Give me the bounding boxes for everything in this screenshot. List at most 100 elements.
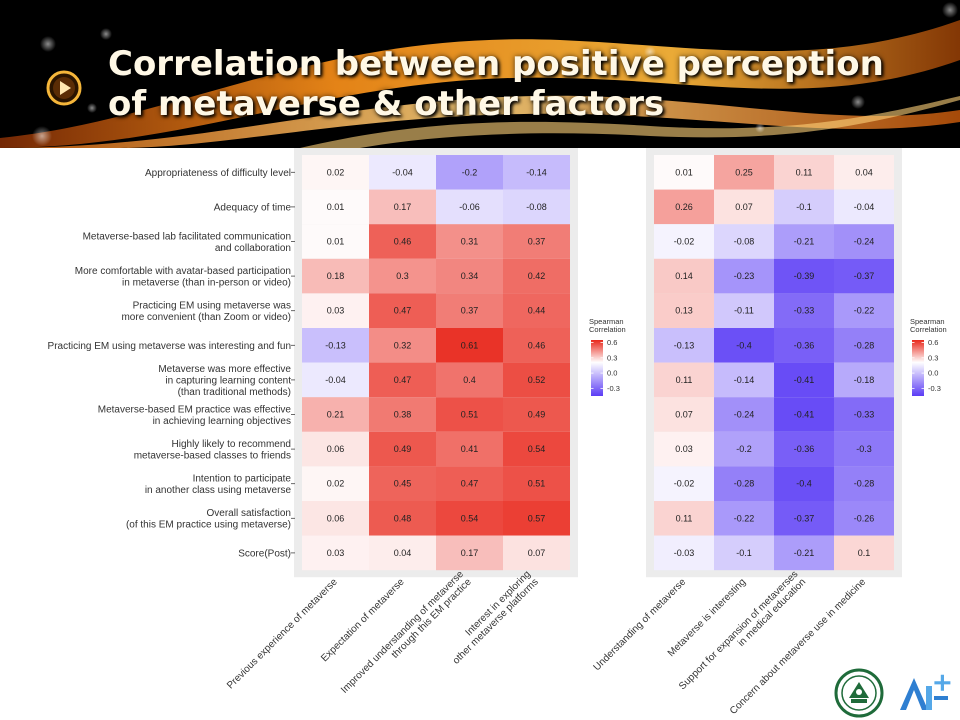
heatmap-cell — [714, 362, 774, 398]
cell-value-label: 0.47 — [394, 375, 412, 385]
cell-value-label: -0.08 — [526, 202, 547, 212]
cell-value-label: -0.33 — [854, 410, 875, 420]
heatmap-cell — [369, 189, 436, 225]
heatmap-cell — [436, 258, 503, 294]
heatmap-cell — [654, 362, 714, 398]
heatmap-cell — [302, 535, 369, 571]
heatmap-cell — [436, 189, 503, 225]
cell-value-label: 0.1 — [858, 548, 871, 558]
heatmap-cell — [436, 362, 503, 398]
cell-value-label: 0.45 — [394, 479, 412, 489]
heatmap-cell — [503, 224, 570, 259]
heatmap-cell — [774, 328, 834, 363]
cell-value-label: 0.07 — [675, 410, 693, 420]
cell-value-label: 0.51 — [461, 410, 479, 420]
cell-value-label: -0.08 — [734, 237, 755, 247]
heatmap-cells: 0.02 -0.04 -0.2 -0.14 0.01 0.17 -0.06 -0.08 0.01… — [302, 155, 894, 571]
heatmap-cell — [774, 362, 834, 398]
heatmap-cell — [436, 224, 503, 259]
legend-tick-label: 0.0 — [928, 369, 938, 378]
heatmap-cell — [503, 535, 570, 571]
row-label-line: (of this EM practice using metaverse) — [126, 520, 291, 531]
cell-value-label: 0.37 — [461, 306, 479, 316]
row-label-line: Metaverse-based lab facilitated communic… — [83, 231, 291, 242]
cell-value-label: -0.21 — [794, 548, 815, 558]
cell-value-label: -0.28 — [734, 479, 755, 489]
column-label-line: in medical education — [736, 577, 808, 649]
heatmap-cell — [369, 328, 436, 363]
heatmap-cell — [774, 155, 834, 190]
heatmap-cell — [714, 466, 774, 501]
cell-value-label: -0.26 — [854, 513, 875, 523]
cell-value-label: 0.01 — [327, 202, 345, 212]
cell-value-label: -0.28 — [854, 479, 875, 489]
legends: SpearmanCorrelation0.60.30.0-0.3Spearman… — [589, 317, 947, 396]
heatmap-cell — [714, 431, 774, 467]
row-label-line: Practicing EM using metaverse was intere… — [48, 341, 291, 352]
heatmap-cell — [834, 293, 894, 328]
heatmap-cell — [302, 431, 369, 467]
cell-value-label: 0.44 — [528, 306, 546, 316]
cell-value-label: 0.01 — [327, 237, 345, 247]
cell-value-label: -0.37 — [794, 513, 815, 523]
play-button-icon — [46, 70, 82, 106]
heatmap-cell — [654, 397, 714, 432]
row-label-line: in capturing learning content — [165, 375, 291, 386]
heatmap-cell — [503, 328, 570, 363]
heatmap-cell — [503, 293, 570, 328]
cell-value-label: 0.06 — [327, 513, 345, 523]
cell-value-label: 0.18 — [327, 271, 345, 281]
heatmap-cell — [654, 328, 714, 363]
heatmap-cell — [369, 155, 436, 190]
cell-value-label: 0.57 — [528, 513, 546, 523]
column-label-line: Interest in exploring — [463, 569, 532, 638]
cell-value-label: -0.06 — [459, 202, 480, 212]
row-label-line: Intention to participate — [193, 473, 292, 484]
heatmap-cell — [834, 362, 894, 398]
heatmap-cell — [834, 155, 894, 190]
heatmap-cell — [503, 189, 570, 225]
cell-value-label: 0.46 — [528, 340, 546, 350]
cell-value-label: 0.47 — [394, 306, 412, 316]
row-label-line: in another class using metaverse — [145, 485, 292, 496]
heatmap-cell — [774, 293, 834, 328]
heatmap-cell — [654, 224, 714, 259]
heatmap-cell — [834, 189, 894, 225]
heatmap-cell — [714, 224, 774, 259]
heatmap-cell — [714, 535, 774, 571]
column-labels: Previous experience of metaverseExpectat… — [225, 569, 868, 717]
row-label-line: Appropriateness of difficulty level — [145, 168, 291, 179]
university-seal-logo — [834, 668, 884, 718]
legend-title: Spearman — [910, 317, 945, 326]
row-label-line: in metaverse (than in-person or video) — [122, 277, 291, 288]
cell-value-label: 0.49 — [528, 410, 546, 420]
cell-value-label: 0.07 — [735, 202, 753, 212]
heatmap-cell — [654, 466, 714, 501]
heatmap-cell — [654, 431, 714, 467]
cell-value-label: 0.04 — [394, 548, 412, 558]
cell-value-label: 0.07 — [528, 548, 546, 558]
cell-value-label: 0.11 — [676, 513, 693, 523]
heatmap-cell — [436, 155, 503, 190]
heatmap-cell — [369, 224, 436, 259]
row-labels: Appropriateness of difficulty level Adequ… — [48, 168, 295, 559]
heatmap-cell — [436, 501, 503, 536]
cell-value-label: 0.17 — [394, 202, 412, 212]
cell-value-label: 0.61 — [461, 340, 479, 350]
cell-value-label: 0.31 — [461, 237, 479, 247]
heatmap-cell — [302, 362, 369, 398]
cell-value-label: 0.06 — [327, 444, 345, 454]
row-label-line: Metaverse was more effective — [158, 364, 291, 375]
heatmap-cell — [654, 189, 714, 225]
cell-value-label: 0.4 — [463, 375, 476, 385]
cell-value-label: -0.37 — [854, 271, 875, 281]
heatmap-cell — [436, 431, 503, 467]
heatmap-cell — [654, 258, 714, 294]
cell-value-label: 0.52 — [528, 375, 546, 385]
row-label-line: Practicing EM using metaverse was — [133, 300, 291, 311]
heatmap-cell — [503, 155, 570, 190]
cell-value-label: -0.14 — [734, 375, 755, 385]
cell-value-label: 0.34 — [461, 271, 479, 281]
heatmap-cell — [834, 431, 894, 467]
cell-value-label: 0.17 — [461, 548, 479, 558]
